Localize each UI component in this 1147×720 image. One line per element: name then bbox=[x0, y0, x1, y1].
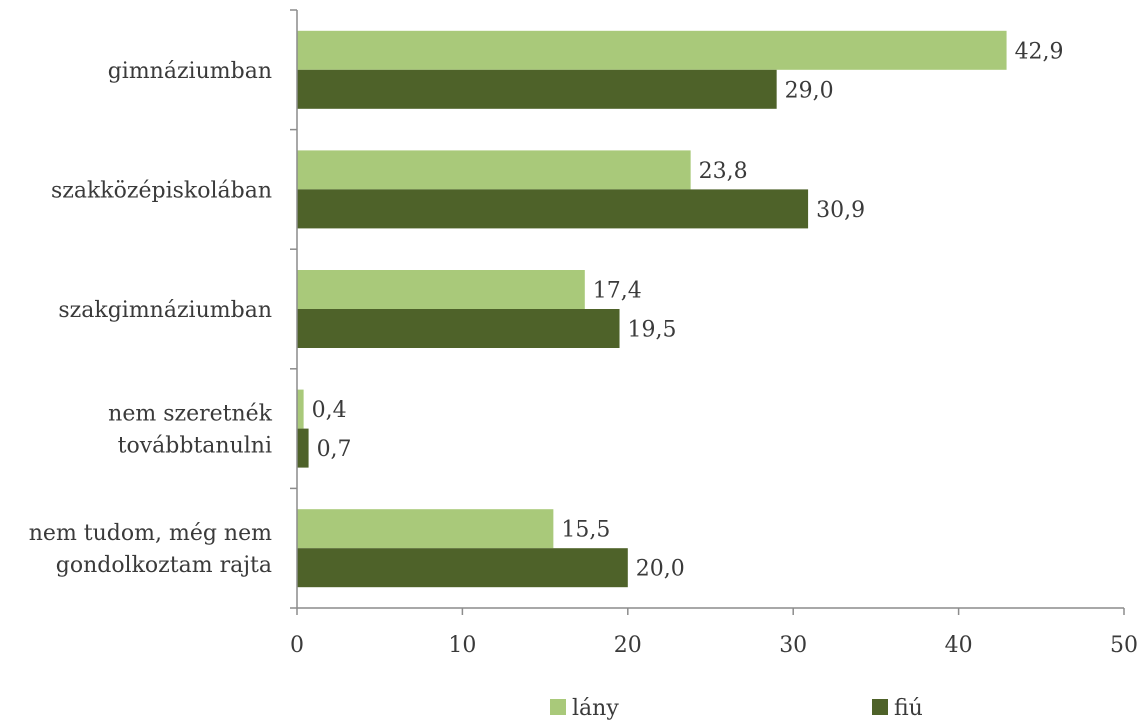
x-tick-label-3: 30 bbox=[779, 633, 807, 658]
data-label-lany-0: 42,9 bbox=[1015, 39, 1064, 64]
bar-lany-1 bbox=[297, 150, 691, 190]
bar-fiu-4 bbox=[297, 548, 628, 588]
data-label-fiu-3: 0,7 bbox=[317, 437, 352, 462]
bar-fiu-0 bbox=[297, 69, 777, 109]
x-tick-label-5: 50 bbox=[1110, 633, 1138, 658]
bar-lany-0 bbox=[297, 30, 1007, 70]
category-label-0-0: gimnáziumban bbox=[108, 59, 272, 84]
bar-fiu-3 bbox=[297, 428, 309, 468]
legend-label-fiu: fiú bbox=[894, 696, 923, 720]
x-tick-label-1: 10 bbox=[448, 633, 476, 658]
bar-fiu-2 bbox=[297, 309, 620, 348]
x-tick-label-0: 0 bbox=[290, 633, 304, 658]
data-label-lany-4: 15,5 bbox=[561, 518, 610, 543]
category-label-4-0: nem tudom, még nem bbox=[29, 521, 272, 546]
data-label-lany-2: 17,4 bbox=[593, 279, 642, 304]
x-tick-label-4: 40 bbox=[945, 633, 973, 658]
data-label-lany-1: 23,8 bbox=[699, 159, 748, 184]
category-label-2-0: szakgimnáziumban bbox=[58, 298, 272, 323]
bar-lany-2 bbox=[297, 270, 585, 309]
category-label-3-1: továbbtanulni bbox=[118, 434, 272, 459]
bar-fiu-1 bbox=[297, 189, 809, 229]
data-label-fiu-1: 30,9 bbox=[816, 198, 865, 223]
x-tick-label-2: 20 bbox=[614, 633, 642, 658]
category-label-4-1: gondolkoztam rajta bbox=[56, 553, 272, 578]
category-label-1-0: szakközépiskolában bbox=[51, 178, 272, 203]
data-label-fiu-4: 20,0 bbox=[636, 557, 685, 582]
bar-lany-4 bbox=[297, 509, 554, 549]
category-label-3-0: nem szeretnék bbox=[108, 402, 273, 427]
data-label-lany-3: 0,4 bbox=[312, 398, 347, 423]
legend-swatch-fiu bbox=[872, 699, 888, 715]
data-label-fiu-0: 29,0 bbox=[785, 78, 834, 103]
legend-swatch-lany bbox=[550, 699, 566, 715]
legend-label-lany: lány bbox=[572, 696, 619, 720]
bar-lany-3 bbox=[297, 389, 304, 429]
data-label-fiu-2: 19,5 bbox=[628, 318, 677, 343]
